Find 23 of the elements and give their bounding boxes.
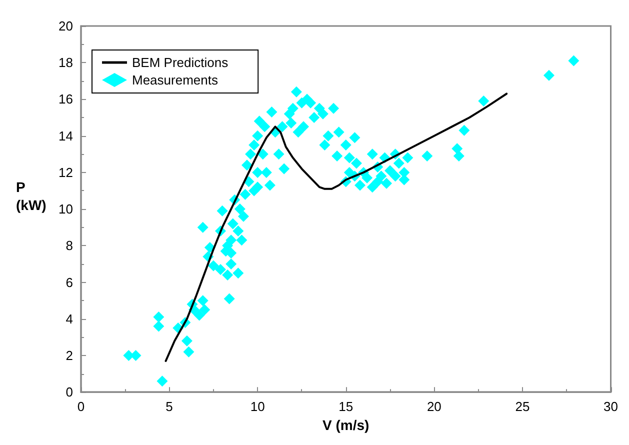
y-axis-title: P (kW) <box>16 179 46 213</box>
y-tick-label: 8 <box>66 238 73 254</box>
y-tick-label: 14 <box>58 128 73 144</box>
y-tick-label: 18 <box>58 55 73 70</box>
x-axis-title: V (m/s) <box>322 417 370 433</box>
legend-label: Measurements <box>132 72 218 88</box>
x-tick-label: 10 <box>250 399 265 414</box>
x-tick-label: 5 <box>166 399 173 414</box>
y-tick-label: 6 <box>66 274 73 290</box>
x-tick-label: 0 <box>77 399 85 414</box>
y-tick-label: 12 <box>58 164 73 180</box>
y-tick-label: 20 <box>58 18 73 34</box>
legend-label: BEM Predictions <box>132 55 229 70</box>
y-tick-label: 4 <box>66 311 73 326</box>
x-tick-label: 20 <box>426 399 442 414</box>
line-series <box>164 92 508 362</box>
x-tick-label: 30 <box>604 399 618 414</box>
x-tick-label: 15 <box>338 399 354 414</box>
y-tick-label: 10 <box>58 202 73 217</box>
y-tick-label: 2 <box>66 348 73 363</box>
y-tick-label: 16 <box>58 92 73 107</box>
x-tick-label: 25 <box>515 399 530 414</box>
y-tick-label: 0 <box>66 384 73 400</box>
